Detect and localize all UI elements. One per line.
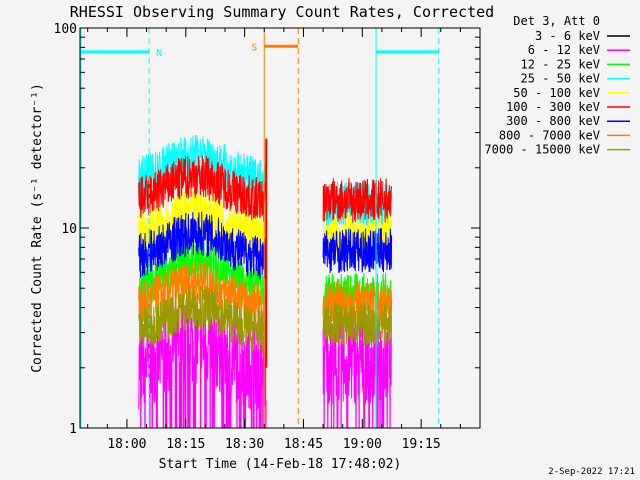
x-tick-label: 18:30 (225, 437, 264, 452)
series-line-6-interval-1 (322, 228, 393, 274)
x-tick-label: 18:00 (107, 437, 146, 452)
x-tick-label: 18:15 (166, 437, 205, 452)
legend-label: 800 - 7000 keV (499, 128, 600, 142)
x-tick-label: 18:45 (284, 437, 323, 452)
series-line-5-interval-1 (322, 177, 393, 223)
marker-label-S: S (251, 42, 257, 53)
x-tick-label: 19:00 (343, 437, 382, 452)
footer-date: 2-Sep-2022 17:21 (548, 467, 635, 477)
x-tick-label: 19:15 (402, 437, 441, 452)
legend-label: 12 - 25 keV (521, 57, 600, 71)
legend-title: Det 3, Att 0 (513, 14, 600, 28)
legend-label: 300 - 800 keV (506, 114, 600, 128)
y-axis-label: Corrected Count Rate (s⁻¹ detector⁻¹) (30, 83, 45, 373)
series-line-1-interval-0 (138, 297, 267, 428)
series-line-4-interval-0 (138, 188, 267, 256)
legend-label: 25 - 50 keV (521, 72, 600, 86)
marker-label-N: N (156, 48, 162, 59)
legend-label: 6 - 12 keV (528, 43, 600, 57)
plot-clip-group: NS (80, 28, 440, 428)
data-layer (138, 134, 393, 428)
series-line-7-interval-0 (138, 259, 267, 328)
series-line-8-interval-1 (322, 301, 393, 347)
legend-label: 7000 - 15000 keV (484, 143, 600, 157)
marker-layer: NS (80, 28, 440, 428)
y-tick-label: 10 (61, 222, 77, 237)
y-tick-label: 1 (69, 422, 77, 437)
axis-layer: 1 10 100 18:00 18:15 18:30 18:45 19:00 19:15 (54, 22, 480, 452)
legend-label: 3 - 6 keV (535, 29, 600, 43)
legend-label: 50 - 100 keV (513, 86, 600, 100)
series-line-6-interval-0 (138, 211, 267, 280)
series-line-8-interval-0 (138, 285, 267, 354)
y-tick-label: 100 (54, 22, 77, 37)
chart-title: RHESSI Observing Summary Count Rates, Co… (70, 3, 494, 21)
x-axis-label: Start Time (14-Feb-18 17:48:02) (159, 457, 402, 472)
legend-label: 100 - 300 keV (506, 100, 600, 114)
series-line-5-interval-0 (138, 155, 267, 222)
